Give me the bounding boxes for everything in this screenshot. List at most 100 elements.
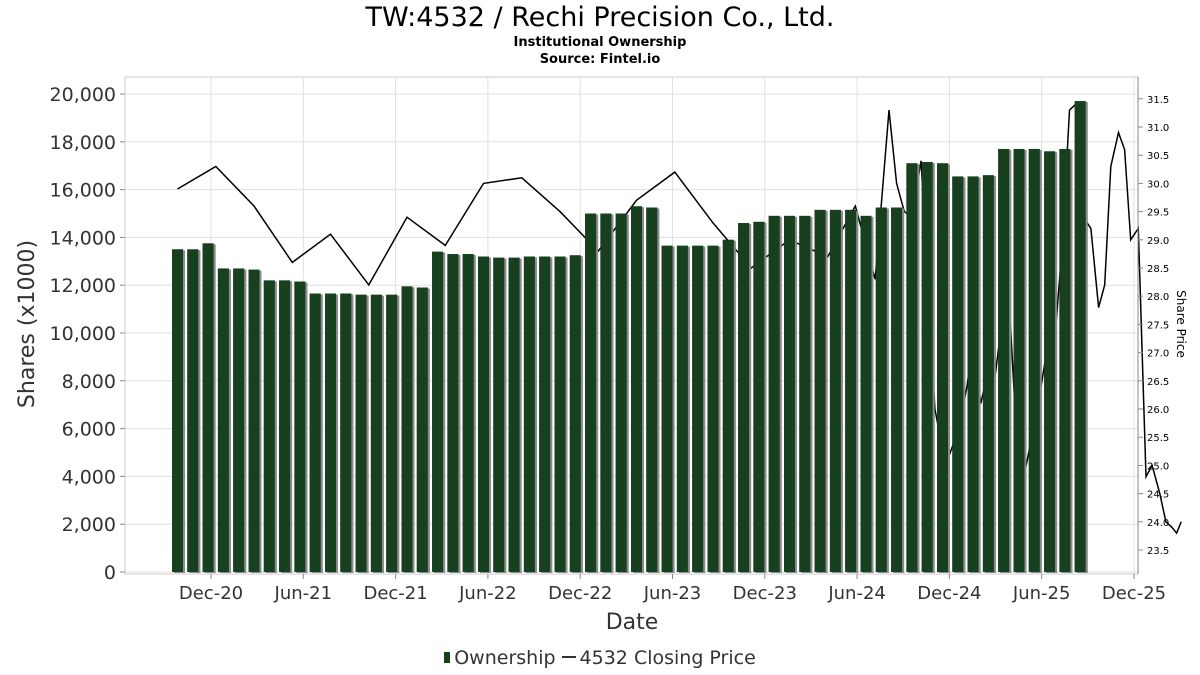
x-tick-label: Dec-23 <box>733 583 797 604</box>
x-tick-label: Dec-24 <box>917 583 981 604</box>
ownership-bar <box>478 256 489 572</box>
y2-tick-label: 27.0 <box>1147 349 1169 360</box>
ownership-bar <box>661 245 673 572</box>
axes: 0 2,000 4,000 6,000 8,000 10,000 12,000 14,000 1… <box>50 77 1169 604</box>
y2-tick-label: 27.5 <box>1147 320 1169 331</box>
ownership-bar <box>906 163 918 572</box>
ownership-bar <box>814 209 826 573</box>
x-tick-label: Jun-23 <box>643 583 702 604</box>
y2-tick-label: 28.5 <box>1147 264 1169 275</box>
ownership-bars-front <box>172 101 1088 574</box>
y-tick-label: 18,000 <box>50 132 116 154</box>
ownership-bar <box>386 294 398 572</box>
ownership-bar <box>646 207 658 572</box>
ownership-bar <box>523 256 535 572</box>
ownership-bar <box>187 249 199 572</box>
ownership-bar <box>569 255 581 572</box>
ownership-bar <box>340 293 352 572</box>
ownership-bar <box>493 257 505 572</box>
y-tick-label: 20,000 <box>50 84 116 106</box>
x-tick-label: Jun-24 <box>827 583 886 604</box>
ownership-bar <box>1028 148 1040 572</box>
y2-tick-label: 30.0 <box>1147 179 1169 190</box>
ownership-bar <box>722 239 734 573</box>
ownership-bar <box>1059 148 1071 572</box>
y-tick-label: 16,000 <box>50 180 116 202</box>
y-tick-label: 8,000 <box>62 371 116 393</box>
ownership-bar <box>217 268 229 572</box>
ownership-bar <box>753 221 765 573</box>
y2-tick-label: 29.0 <box>1147 236 1169 247</box>
ownership-bar <box>692 245 704 572</box>
y2-tick-label: 31.0 <box>1147 123 1169 134</box>
ownership-bar <box>799 215 811 572</box>
y2-tick-label: 24.0 <box>1147 518 1169 529</box>
ownership-bar <box>401 286 413 572</box>
ownership-bar <box>508 257 520 572</box>
y2-tick-label: 25.5 <box>1147 433 1169 444</box>
y-tick-label: 10,000 <box>50 323 116 345</box>
ownership-bar <box>891 207 903 572</box>
y-tick-label: 0 <box>104 562 116 584</box>
ownership-bar <box>768 215 780 572</box>
x-tick-label: Dec-21 <box>363 583 427 604</box>
y-tick-label: 4,000 <box>62 466 116 488</box>
ownership-bar <box>432 251 444 573</box>
ownership-bar <box>738 223 750 572</box>
ownership-bar <box>875 207 887 572</box>
y2-tick-label: 28.0 <box>1147 292 1169 303</box>
y2-tick-label: 24.5 <box>1147 490 1169 501</box>
ownership-legend-swatch <box>444 652 451 663</box>
y2-tick-label: 26.5 <box>1147 377 1169 388</box>
ownership-bar <box>263 280 275 572</box>
y-axis-label: Shares (x1000) <box>15 240 40 408</box>
x-tick-label: Jun-22 <box>458 583 517 604</box>
y2-tick-label: 31.5 <box>1147 95 1169 106</box>
ownership-bar <box>937 163 948 572</box>
legend: Ownership 4532 Closing Price <box>0 647 1200 669</box>
legend-ownership: Ownership <box>454 647 556 669</box>
ownership-bar <box>998 148 1010 572</box>
ownership-bar <box>784 215 795 572</box>
ownership-bar <box>921 162 933 573</box>
x-tick-label: Dec-25 <box>1102 583 1166 604</box>
ownership-bar <box>233 268 245 572</box>
ownership-bar <box>294 281 306 572</box>
y-tick-label: 14,000 <box>50 227 116 249</box>
ownership-bar <box>370 294 382 572</box>
ownership-bar <box>982 175 994 572</box>
price-legend-line <box>561 656 576 658</box>
y2-tick-label: 23.5 <box>1147 546 1169 557</box>
ownership-bar <box>952 176 964 572</box>
y2-axis-label: Share Price <box>1174 290 1188 358</box>
ownership-bar <box>1044 151 1056 573</box>
ownership-bar <box>539 256 551 572</box>
y2-tick-label: 25.0 <box>1147 461 1169 472</box>
x-tick-label: Dec-20 <box>179 583 243 604</box>
y2-tick-label: 29.5 <box>1147 208 1169 219</box>
ownership-bar <box>172 249 183 572</box>
x-axis-label: Date <box>606 610 659 635</box>
ownership-bar <box>325 293 336 572</box>
ownership-bar <box>860 215 872 572</box>
ownership-bar <box>631 206 642 572</box>
y2-tick-label: 26.0 <box>1147 405 1169 416</box>
ownership-bar <box>676 245 688 572</box>
ownership-bar <box>1013 148 1025 572</box>
y2-tick-label: 30.5 <box>1147 151 1169 162</box>
chart-source: Source: Fintel.io <box>539 52 661 67</box>
ownership-bar <box>845 209 857 573</box>
ownership-bar <box>416 287 428 572</box>
x-tick-label: Jun-25 <box>1012 583 1071 604</box>
ownership-bar <box>248 269 260 572</box>
ownership-bar <box>447 254 459 572</box>
ownership-bar <box>585 213 597 572</box>
ownership-bar <box>202 243 214 572</box>
chart-subtitle: Institutional Ownership <box>513 35 687 50</box>
ownership-bar <box>355 294 367 572</box>
legend-price: 4532 Closing Price <box>579 647 756 669</box>
ownership-bar <box>279 280 291 572</box>
chart-title: TW:4532 / Rechi Precision Co., Ltd. <box>365 2 835 33</box>
ownership-bar <box>600 213 612 572</box>
y-tick-label: 12,000 <box>50 275 116 297</box>
